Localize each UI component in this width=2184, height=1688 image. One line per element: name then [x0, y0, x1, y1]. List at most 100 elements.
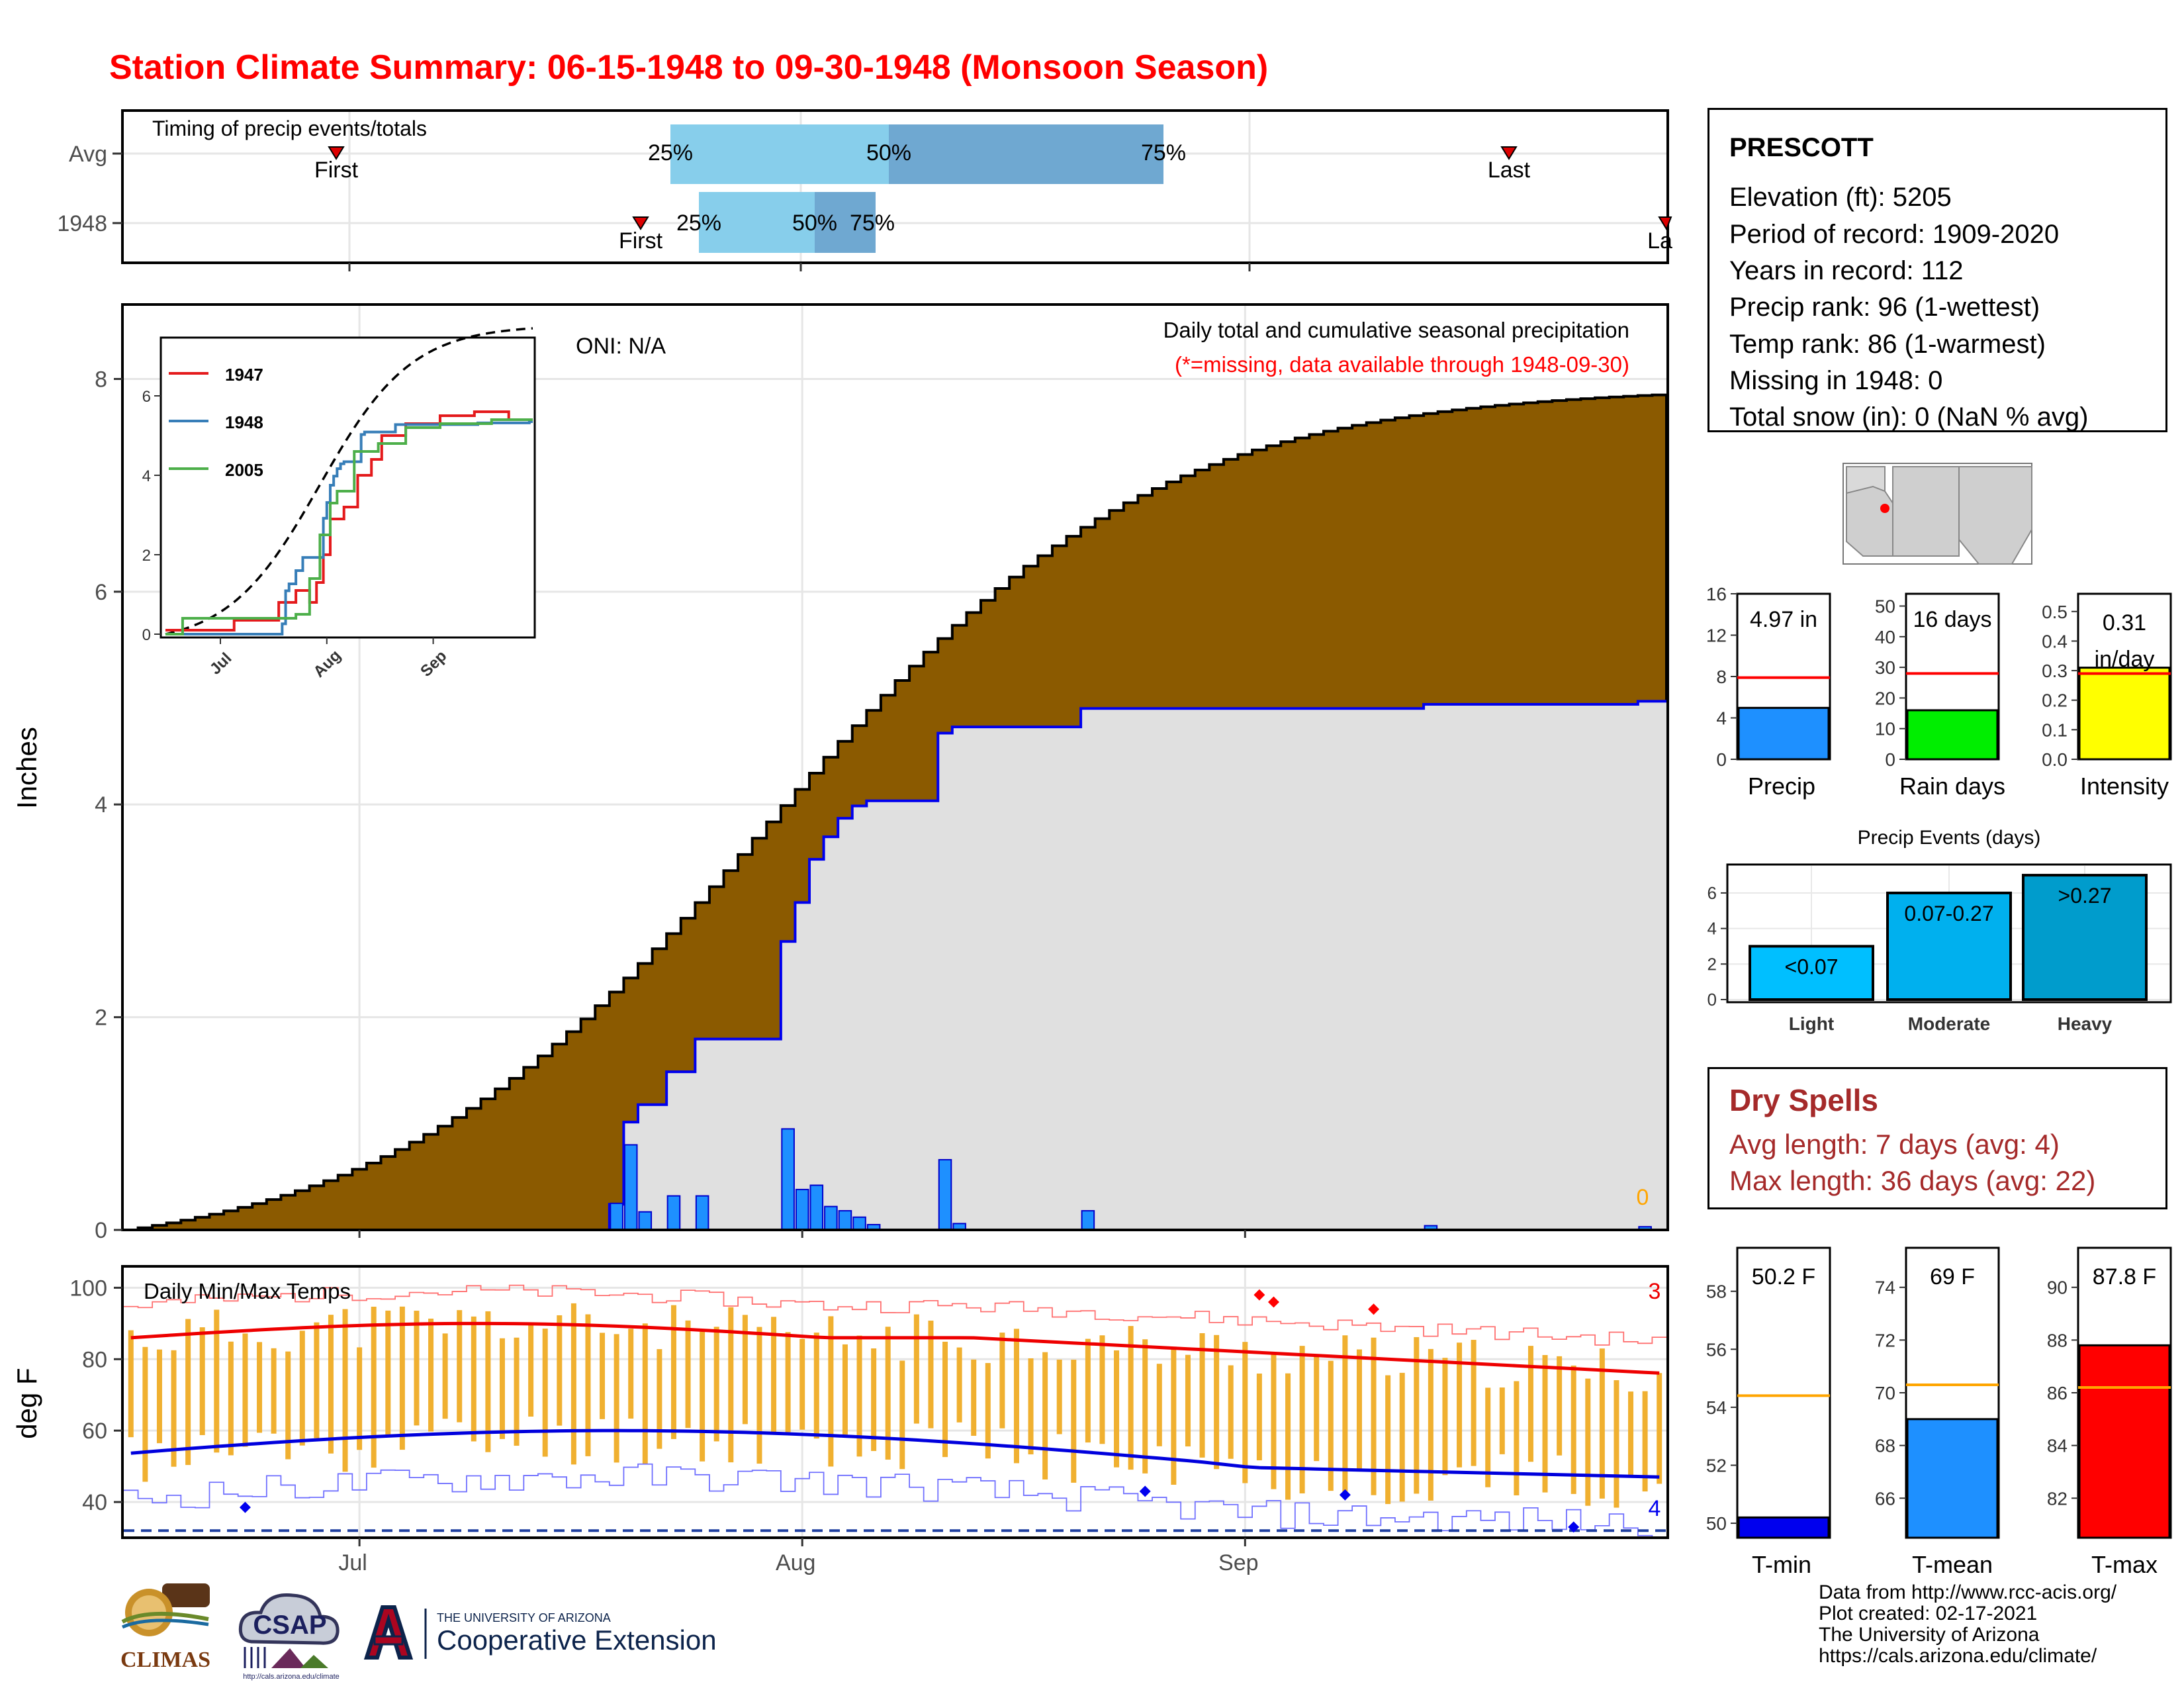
- summary-panel-label: T-min: [1752, 1551, 1811, 1578]
- svg-text:8: 8: [1716, 667, 1727, 687]
- record-high-count: 3: [1649, 1279, 1661, 1304]
- svg-text:0.2: 0.2: [2042, 690, 2068, 711]
- daily-temp-bar: [1114, 1350, 1120, 1468]
- climas-logo[interactable]: CLIMAS: [109, 1581, 222, 1677]
- precip-events-panel: Precip Events (days) <0.07 Light 0.07-0.27…: [1707, 827, 2172, 1034]
- daily-temp-bar: [1342, 1335, 1348, 1495]
- inset-2005-line: [165, 418, 533, 635]
- obs-last-label: La: [1647, 228, 1672, 254]
- summary-panel-label: Intensity: [2080, 773, 2169, 800]
- daily-temp-bar: [471, 1316, 477, 1442]
- event-bar-heavy: [2022, 874, 2148, 1001]
- svg-text:0: 0: [142, 626, 151, 644]
- daily-temp-bar: [156, 1349, 162, 1444]
- daily-temp-bar: [1085, 1338, 1091, 1443]
- summary-panel-label: Rain days: [1899, 773, 2005, 800]
- daily-temp-bar: [1527, 1346, 1533, 1462]
- daily-temp-bar: [614, 1334, 619, 1463]
- ua-extension-logo[interactable]: THE UNIVERSITY OF ARIZONA Cooperative Ex…: [363, 1603, 747, 1663]
- daily-temp-bar: [600, 1333, 606, 1419]
- daily-temp-bar: [242, 1333, 248, 1447]
- summary-panel-precip: 16 12 8 4 0 4.97 in Precip: [1706, 584, 1831, 800]
- daily-temp-bar: [228, 1341, 234, 1456]
- daily-temp-bar: [342, 1309, 348, 1472]
- svg-text:70: 70: [1875, 1383, 1895, 1403]
- daily-temp-bar: [756, 1327, 762, 1464]
- daily-precip-bar: [781, 1128, 795, 1231]
- credit-university: The University of Arizona: [1819, 1624, 2040, 1646]
- daily-temp-bar: [1457, 1342, 1463, 1468]
- daily-temp-bar: [1099, 1335, 1105, 1444]
- daily-temp-bar: [199, 1327, 205, 1435]
- daily-temp-bar: [299, 1331, 305, 1446]
- oni-label: ONI: N/A: [576, 334, 666, 359]
- summary-panel-label: T-mean: [1912, 1551, 1993, 1578]
- daily-temp-bar: [1314, 1354, 1320, 1462]
- svg-text:0: 0: [1885, 749, 1895, 770]
- summary-value-unit: in/day: [2095, 647, 2155, 672]
- daily-temp-bar: [785, 1332, 791, 1432]
- daily-temp-bar: [1428, 1348, 1433, 1501]
- record-low-marker: [1339, 1489, 1351, 1501]
- daily-temp-bar: [1056, 1359, 1062, 1434]
- daily-temp-bar: [314, 1322, 320, 1438]
- daily-temp-bar: [999, 1333, 1005, 1429]
- precip-y-axis: 0 2 4 6 8: [95, 367, 122, 1243]
- daily-precip-bar: [838, 1210, 852, 1231]
- svg-text:0: 0: [1707, 990, 1717, 1009]
- daily-temp-bar: [1442, 1358, 1448, 1476]
- obs-p75-label: 75%: [850, 211, 895, 236]
- daily-temp-bar: [1299, 1346, 1305, 1494]
- svg-text:72: 72: [1875, 1330, 1895, 1350]
- temp-range-bars: [128, 1303, 1662, 1508]
- station-location-dot: [1880, 504, 1889, 513]
- daily-temp-bar: [1356, 1349, 1362, 1472]
- daily-temp-bar: [742, 1315, 748, 1425]
- svg-text:4: 4: [142, 467, 151, 485]
- daily-temp-bar: [1328, 1360, 1334, 1491]
- daily-temp-bar: [1414, 1336, 1420, 1494]
- daily-temp-bar: [557, 1315, 563, 1426]
- svg-text:CLIMAS: CLIMAS: [120, 1648, 210, 1672]
- daily-temp-bar: [1642, 1391, 1648, 1492]
- credit-source: Data from http://www.rcc-acis.org/: [1819, 1581, 2117, 1603]
- svg-text:66: 66: [1875, 1488, 1895, 1509]
- daily-temp-bar: [700, 1331, 705, 1462]
- summary-value-bar: [1737, 1516, 1830, 1539]
- state-map: [1843, 463, 2032, 565]
- daily-temp-bar: [713, 1327, 719, 1442]
- svg-text:12: 12: [1706, 626, 1727, 646]
- svg-text:2: 2: [1707, 954, 1717, 974]
- daily-temp-bar: [871, 1348, 877, 1451]
- station-missing: Missing in 1948: 0: [1729, 366, 1943, 395]
- svg-text:CSAP: CSAP: [253, 1611, 326, 1640]
- svg-text:6: 6: [95, 580, 107, 605]
- daily-temp-bar: [856, 1335, 862, 1457]
- svg-text:6: 6: [142, 388, 151, 406]
- event-bar-label: >0.27: [2058, 884, 2112, 908]
- average-max-line: [130, 1321, 1660, 1375]
- svg-text:0: 0: [1716, 749, 1727, 770]
- summary-value-text: 50.2 F: [1752, 1264, 1815, 1289]
- obs-p50-label: 50%: [792, 211, 837, 236]
- csap-logo[interactable]: CSAP http://cals.arizona.edu/climate: [232, 1582, 351, 1681]
- summary-value-bar: [1906, 1418, 1999, 1539]
- daily-precip-bars: [610, 1128, 1652, 1231]
- daily-temp-bar: [414, 1311, 420, 1426]
- avg-p75-label: 75%: [1141, 140, 1186, 165]
- svg-text:4: 4: [1707, 919, 1717, 939]
- record-low-count: 4: [1649, 1496, 1661, 1521]
- summary-value-bar: [2078, 667, 2171, 761]
- daily-temp-bar: [885, 1327, 891, 1460]
- summary-value-bar: [1906, 709, 1999, 761]
- daily-precip-bar: [695, 1195, 709, 1231]
- svg-text:0.1: 0.1: [2042, 720, 2068, 740]
- summary-panel-t-max: 90 88 86 84 82 87.8 F T-max: [2047, 1246, 2172, 1578]
- avg-last-label: Last: [1488, 158, 1531, 183]
- credit-date: Plot created: 02-17-2021: [1819, 1603, 2038, 1624]
- daily-temp-bar: [771, 1317, 777, 1434]
- station-name: PRESCOTT: [1729, 133, 1874, 162]
- date-axis: Jul Aug Sep: [338, 1230, 1259, 1575]
